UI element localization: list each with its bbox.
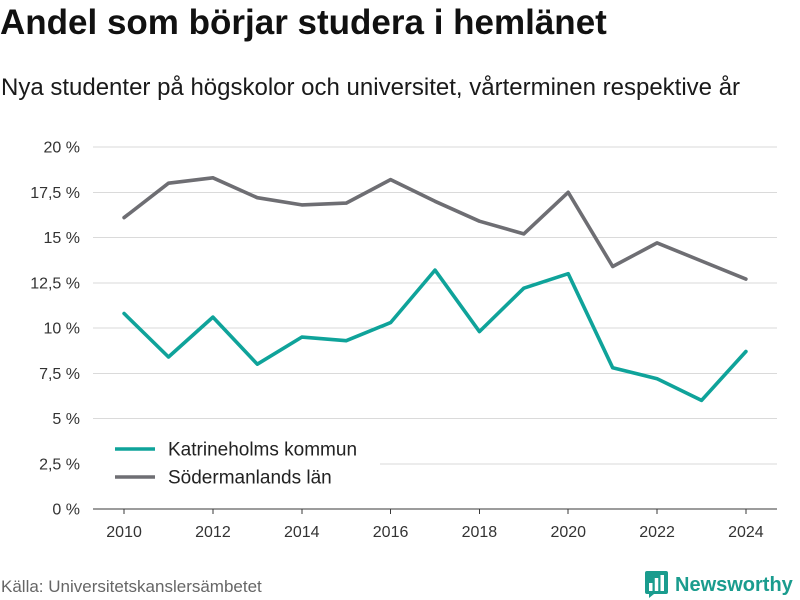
data-point bbox=[744, 350, 748, 353]
data-point bbox=[167, 181, 170, 185]
y-tick-label: 5 % bbox=[52, 411, 80, 428]
legend-item-katrineholms-kommun: Katrineholms kommun bbox=[115, 440, 357, 461]
x-axis: 2010 2012 2014 2016 2018 2020 2022 2024 bbox=[93, 508, 777, 541]
y-grid bbox=[93, 146, 777, 465]
data-point bbox=[477, 330, 481, 334]
brand-name: Newsworthy bbox=[675, 573, 793, 596]
legend-label: Katrineholms kommun bbox=[168, 440, 357, 461]
x-tick-label: 2012 bbox=[195, 524, 231, 541]
y-axis: 0 % 2,5 % 5 % 7,5 % 10 % 12,5 % 15 % 17,5 % 20 % bbox=[30, 140, 80, 519]
data-point bbox=[700, 259, 703, 263]
data-point bbox=[211, 315, 215, 319]
y-tick-label: 0 % bbox=[52, 502, 80, 519]
data-point bbox=[433, 199, 437, 203]
x-tick-label: 2014 bbox=[284, 524, 320, 541]
x-tick-label: 2010 bbox=[106, 524, 142, 541]
data-point bbox=[700, 398, 703, 402]
y-tick-label: 12,5 % bbox=[30, 275, 80, 292]
series-katrineholms-kommun bbox=[122, 268, 748, 403]
y-tick-label: 15 % bbox=[44, 230, 80, 247]
data-point bbox=[566, 190, 570, 194]
y-tick-label: 2,5 % bbox=[39, 456, 80, 473]
x-tick-label: 2016 bbox=[373, 524, 409, 541]
chart-subtitle: Nya studenter på högskolor och universit… bbox=[1, 74, 741, 101]
legend-label: Södermanlands län bbox=[168, 468, 332, 489]
x-tick-label: 2024 bbox=[728, 524, 764, 541]
source-note: Källa: Universitetskanslersämbetet bbox=[1, 577, 262, 596]
data-point bbox=[611, 366, 615, 370]
y-tick-label: 10 % bbox=[44, 321, 80, 338]
y-tick-label: 7,5 % bbox=[39, 366, 80, 383]
legend: Katrineholms kommun Södermanlands län bbox=[93, 431, 380, 494]
data-point bbox=[566, 272, 570, 276]
data-point bbox=[389, 178, 393, 182]
data-point bbox=[655, 377, 659, 381]
data-point bbox=[522, 232, 526, 236]
x-tick-label: 2018 bbox=[462, 524, 498, 541]
data-point bbox=[211, 176, 215, 180]
logo-bar bbox=[649, 583, 653, 591]
newsworthy-logo[interactable]: Newsworthy bbox=[645, 571, 793, 598]
data-point bbox=[389, 321, 393, 325]
data-point bbox=[122, 216, 126, 220]
bar-chart-bubble-icon bbox=[645, 571, 668, 598]
data-point bbox=[655, 241, 659, 245]
data-point bbox=[255, 196, 259, 200]
data-point bbox=[433, 268, 437, 272]
data-point bbox=[300, 203, 304, 207]
data-point bbox=[611, 265, 615, 268]
chart-title: Andel som börjar studera i hemlänet bbox=[0, 3, 607, 42]
series-line-sodermanlands-lan bbox=[122, 176, 748, 281]
series-line-katrineholms-kommun bbox=[122, 268, 748, 403]
data-point bbox=[300, 335, 304, 339]
legend-item-sodermanlands-lan: Södermanlands län bbox=[115, 468, 332, 489]
logo-bar bbox=[660, 575, 664, 591]
data-point bbox=[522, 286, 526, 290]
y-tick-label: 17,5 % bbox=[30, 185, 80, 202]
data-point bbox=[122, 312, 126, 315]
x-tick-label: 2020 bbox=[550, 524, 586, 541]
logo-bar bbox=[654, 578, 659, 591]
data-point bbox=[167, 355, 170, 359]
x-tick-label: 2022 bbox=[639, 524, 675, 541]
legend-background bbox=[93, 431, 380, 494]
line-chart: 0 % 2,5 % 5 % 7,5 % 10 % 12,5 % 15 % 17,5 % 20 %… bbox=[30, 140, 777, 541]
data-point bbox=[477, 219, 481, 223]
data-point bbox=[744, 277, 748, 281]
y-tick-label: 20 % bbox=[44, 140, 80, 157]
series-group bbox=[122, 176, 748, 403]
data-point bbox=[344, 339, 348, 343]
data-point bbox=[344, 201, 348, 205]
data-point bbox=[255, 362, 259, 366]
series-sodermanlands-lan bbox=[122, 176, 748, 281]
